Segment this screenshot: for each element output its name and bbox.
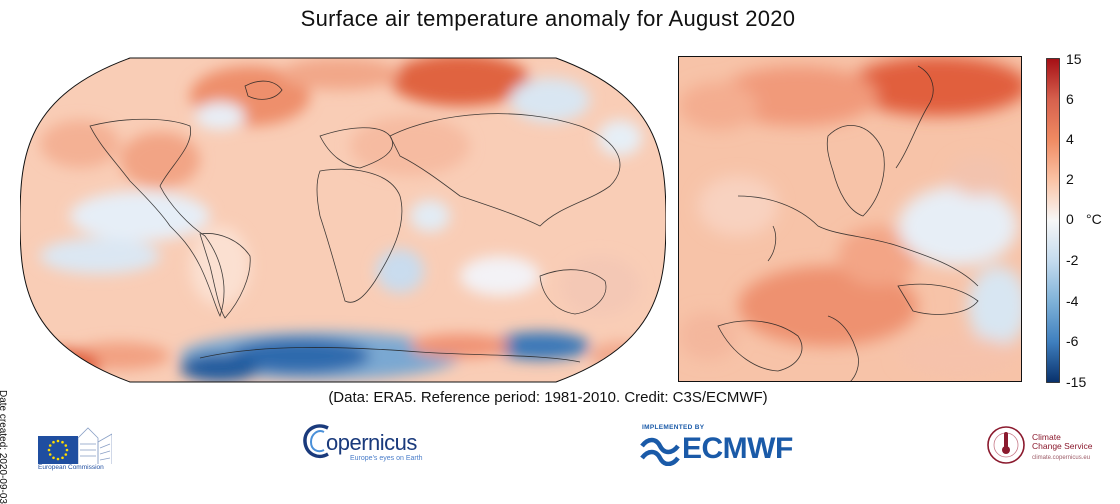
- page-title: Surface air temperature anomaly for Augu…: [300, 6, 796, 31]
- ecmwf-wordmark: ECMWF: [682, 432, 793, 465]
- copernicus-tagline: Europe's eyes on Earth: [350, 455, 423, 462]
- c3s-logo: Climate Change Service climate.copernicu…: [986, 420, 1106, 470]
- building-icon: [78, 427, 112, 464]
- colorbar-tick: 6: [1066, 91, 1074, 107]
- c3s-title-line2: Change Service: [1032, 441, 1093, 451]
- c3s-url: climate.copernicus.eu: [1032, 455, 1091, 461]
- colorbar-tick: 0: [1066, 211, 1074, 227]
- eu-logo-text: European Commission: [38, 464, 104, 471]
- colorbar-unit: °C: [1086, 211, 1102, 227]
- colorbar-tick: 2: [1066, 171, 1074, 187]
- colorbar-tick: -15: [1066, 374, 1087, 390]
- copernicus-logo: opernicus Europe's eyes on Earth: [302, 420, 442, 470]
- c3s-thermometer-icon: [987, 426, 1025, 464]
- eu-logo: European Commission: [38, 420, 118, 484]
- c3s-title: Climate Change Service: [1032, 433, 1092, 451]
- colorbar: [1046, 58, 1060, 383]
- date-created-label: Date created: 2020-09-03: [0, 390, 8, 504]
- copernicus-wordmark: opernicus: [326, 430, 417, 455]
- colorbar-tick: -6: [1066, 333, 1079, 349]
- eu-flag-icon: [38, 436, 78, 464]
- colorbar-tick: -4: [1066, 293, 1079, 309]
- colorbar-tick: 15: [1066, 51, 1082, 67]
- copernicus-c-icon: [303, 424, 329, 459]
- colorbar-tick: 4: [1066, 131, 1074, 147]
- ecmwf-swirl-icon: [640, 437, 680, 466]
- colorbar-tick: -2: [1066, 252, 1079, 268]
- c3s-title-line1: Climate: [1032, 432, 1061, 442]
- ecmwf-implemented-by: IMPLEMENTED BY: [642, 424, 705, 431]
- credit-line: (Data: ERA5. Reference period: 1981-2010…: [328, 389, 768, 406]
- world-anomaly-map: [20, 57, 666, 383]
- ecmwf-logo: IMPLEMENTED BY ECMWF: [640, 424, 810, 470]
- europe-anomaly-map: [678, 56, 1022, 382]
